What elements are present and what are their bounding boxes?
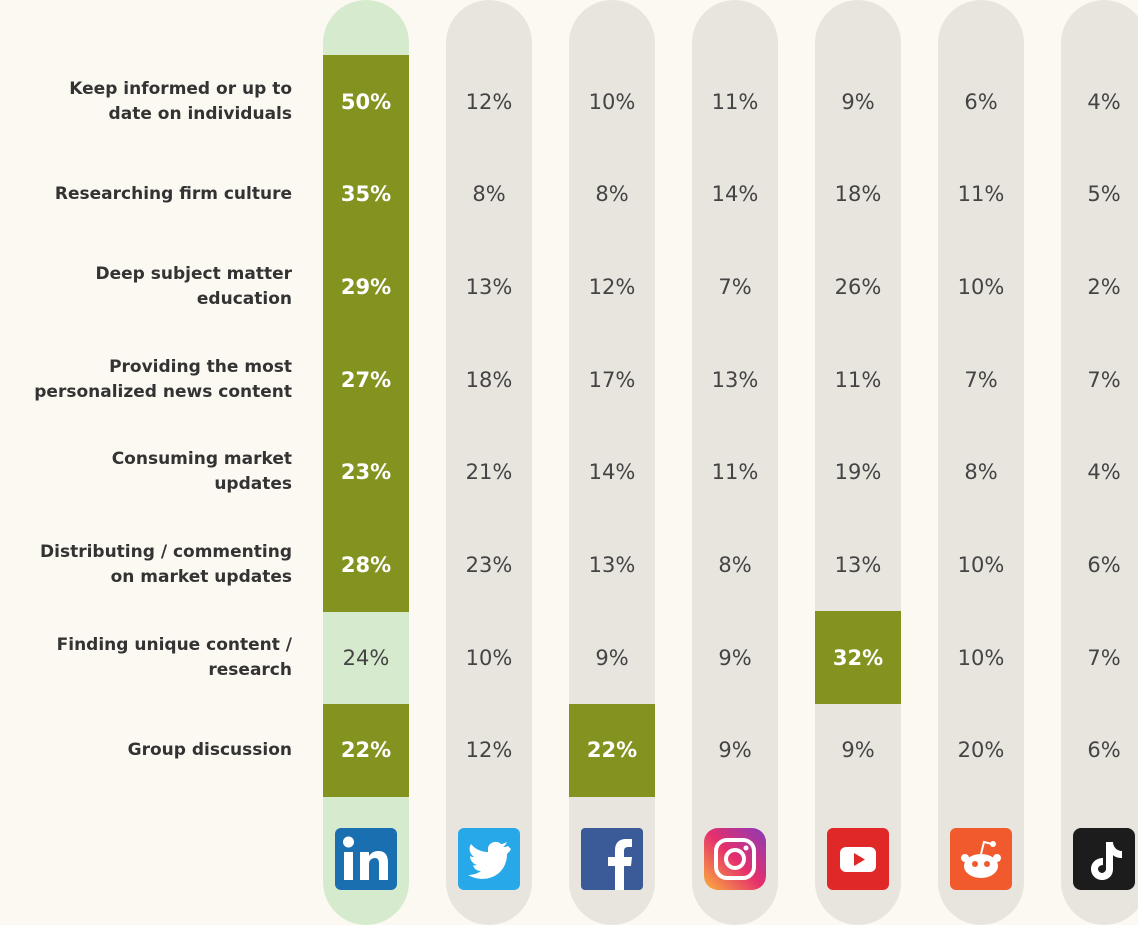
youtube-icon <box>827 828 889 890</box>
column-pill <box>692 0 778 925</box>
column-pill <box>1061 0 1138 925</box>
row-label-text: Deep subject matter education <box>95 263 292 309</box>
row-label-text: Keep informed or up to date on individua… <box>69 78 292 124</box>
cell: 9% <box>718 738 752 763</box>
cell: 7% <box>718 274 752 299</box>
column-pill <box>815 0 901 925</box>
row-label-text: Distributing / commenting on market upda… <box>40 542 292 587</box>
row-label: Group discussion <box>0 704 292 797</box>
cell: 11% <box>957 182 1005 207</box>
cell: 8% <box>964 460 998 485</box>
twitter-icon <box>458 828 520 890</box>
highlighted-cell: 35% <box>323 147 409 241</box>
cell: 4% <box>1087 89 1121 114</box>
cell: 14% <box>588 460 636 485</box>
linkedin-icon <box>335 828 397 890</box>
cell: 23% <box>465 553 513 577</box>
row-label-text: Researching firm culture <box>54 183 292 204</box>
highlighted-cell: 32% <box>815 611 901 705</box>
cell: 26% <box>834 274 882 299</box>
highlighted-cell: 22% <box>323 703 409 797</box>
row-label: Distributing / commenting on market upda… <box>0 519 292 612</box>
cell: 21% <box>465 460 513 485</box>
cell: 10% <box>957 553 1005 577</box>
cell: 17% <box>588 367 636 392</box>
cell: 6% <box>1087 738 1121 763</box>
highlighted-cell: 23% <box>323 425 409 519</box>
cell: 8% <box>718 553 752 577</box>
cell: 5% <box>1087 182 1121 207</box>
cell: 11% <box>711 460 759 485</box>
cell: 10% <box>465 645 513 670</box>
column-pill <box>446 0 532 925</box>
cell: 9% <box>841 89 875 114</box>
cell: 12% <box>465 738 513 763</box>
row-label-text: Group discussion <box>127 739 292 760</box>
cell: 13% <box>465 274 513 299</box>
cell: 4% <box>1087 460 1121 485</box>
cell: 2% <box>1087 274 1121 299</box>
row-label: Deep subject matter education <box>0 240 292 333</box>
row-label-text: Consuming market updates <box>111 449 292 495</box>
reddit-icon <box>950 828 1012 890</box>
tiktok-icon <box>1073 828 1135 890</box>
cell: 10% <box>588 89 636 114</box>
row-label-text: Providing the most personalized news con… <box>34 356 292 402</box>
row-label: Providing the most personalized news con… <box>0 333 292 426</box>
cell: 18% <box>465 367 513 392</box>
cell: 13% <box>834 553 882 577</box>
cell: 6% <box>964 89 998 114</box>
column-pill <box>938 0 1024 925</box>
cell: 9% <box>841 738 875 763</box>
cell: 7% <box>964 367 998 392</box>
cell: 11% <box>834 367 882 392</box>
cell: 7% <box>1087 645 1121 670</box>
row-label: Consuming market updates <box>0 426 292 519</box>
facebook-icon <box>581 828 643 890</box>
cell: 20% <box>957 738 1005 763</box>
row-label: Finding unique content / research <box>0 611 292 704</box>
row-label: Researching firm culture <box>0 148 292 241</box>
cell: 13% <box>711 367 759 392</box>
cell: 10% <box>957 274 1005 299</box>
row-label-text: Finding unique content / research <box>56 634 292 680</box>
cell: 8% <box>472 182 506 207</box>
highlighted-cell: 27% <box>323 333 409 427</box>
cell: 7% <box>1087 367 1121 392</box>
cell: 10% <box>957 645 1005 670</box>
cell: 18% <box>834 182 882 207</box>
cell: 24% <box>342 645 390 670</box>
instagram-icon <box>704 828 766 890</box>
row-label: Keep informed or up to date on individua… <box>0 55 292 148</box>
highlighted-cell: 28% <box>323 518 409 612</box>
cell: 9% <box>718 645 752 670</box>
cell: 14% <box>711 182 759 207</box>
cell: 12% <box>465 89 513 114</box>
cell: 19% <box>834 460 882 485</box>
cell: 13% <box>588 553 636 577</box>
cell: 12% <box>588 274 636 299</box>
cell: 11% <box>711 89 759 114</box>
cell: 8% <box>595 182 629 207</box>
highlighted-cell: 22% <box>569 703 655 797</box>
cell: 9% <box>595 645 629 670</box>
highlighted-cell: 50% <box>323 55 409 148</box>
highlighted-cell: 29% <box>323 240 409 334</box>
cell: 6% <box>1087 553 1121 577</box>
